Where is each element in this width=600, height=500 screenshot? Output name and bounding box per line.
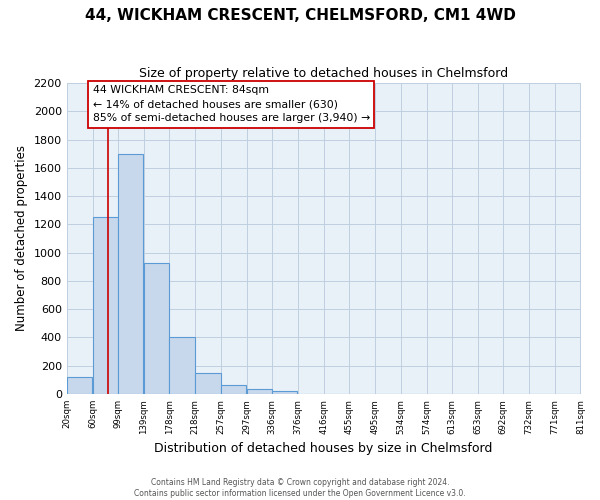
X-axis label: Distribution of detached houses by size in Chelmsford: Distribution of detached houses by size … [154, 442, 493, 455]
Bar [221, 384, 246, 394]
Bar [272, 391, 297, 394]
Y-axis label: Number of detached properties: Number of detached properties [15, 146, 28, 332]
Text: 44 WICKHAM CRESCENT: 84sqm
← 14% of detached houses are smaller (630)
85% of sem: 44 WICKHAM CRESCENT: 84sqm ← 14% of deta… [92, 85, 370, 123]
Text: 44, WICKHAM CRESCENT, CHELMSFORD, CM1 4WD: 44, WICKHAM CRESCENT, CHELMSFORD, CM1 4W… [85, 8, 515, 22]
Bar [169, 338, 194, 394]
Bar [247, 389, 272, 394]
Title: Size of property relative to detached houses in Chelmsford: Size of property relative to detached ho… [139, 68, 508, 80]
Bar [144, 262, 169, 394]
Bar [67, 377, 92, 394]
Bar [118, 154, 143, 394]
Bar [195, 372, 221, 394]
Text: Contains HM Land Registry data © Crown copyright and database right 2024.
Contai: Contains HM Land Registry data © Crown c… [134, 478, 466, 498]
Bar [92, 218, 118, 394]
